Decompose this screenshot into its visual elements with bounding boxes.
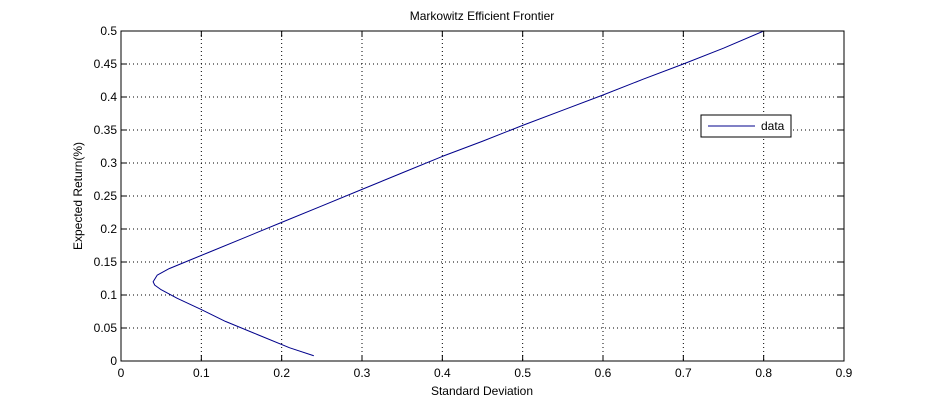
legend-label-data: data: [761, 119, 785, 133]
y-axis-label: Expected Return(%): [71, 142, 85, 250]
x-tick-label: 0.3: [354, 366, 371, 380]
x-tick-label: 0.4: [434, 366, 451, 380]
x-axis-label: Standard Deviation: [431, 384, 533, 398]
x-tick-label: 0.5: [514, 366, 531, 380]
y-tick-labels: 0 0.05 0.1 0.15 0.2 0.25 0.3 0.35 0.4 0.45 0.5: [94, 24, 118, 368]
x-tick-labels: 0 0.1 0.2 0.3 0.4 0.5 0.6 0.7 0.8 0.9: [118, 366, 853, 380]
legend: data: [700, 114, 792, 138]
y-tick-label: 0: [110, 354, 117, 368]
axis-ticks: [120, 30, 845, 362]
y-tick-label: 0.25: [94, 189, 118, 203]
x-tick-label: 0.2: [273, 366, 290, 380]
y-tick-label: 0.45: [94, 57, 118, 71]
x-tick-label: 0.7: [675, 366, 692, 380]
x-tick-label: 0: [118, 366, 125, 380]
y-tick-label: 0.15: [94, 255, 118, 269]
series-layer: [152, 30, 764, 357]
y-tick-label: 0.4: [100, 90, 117, 104]
x-tick-label: 0.9: [836, 366, 853, 380]
y-tick-label: 0.1: [100, 288, 117, 302]
chart-title: Markowitz Efficient Frontier: [410, 9, 555, 23]
x-tick-label: 0.6: [595, 366, 612, 380]
series-line-data: [152, 30, 764, 357]
y-tick-label: 0.35: [94, 123, 118, 137]
y-tick-label: 0.05: [94, 321, 118, 335]
y-tick-label: 0.2: [100, 222, 117, 236]
x-tick-label: 0.1: [193, 366, 210, 380]
y-tick-label: 0.3: [100, 156, 117, 170]
y-tick-label: 0.5: [100, 24, 117, 38]
x-tick-label: 0.8: [755, 366, 772, 380]
